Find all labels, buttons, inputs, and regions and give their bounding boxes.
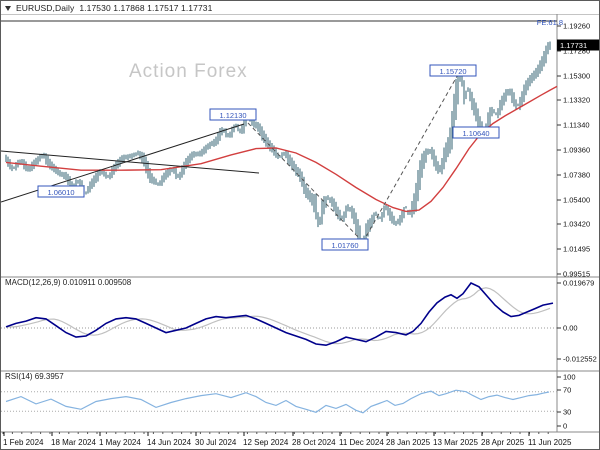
current-price-label: 1.17731 [560,41,587,50]
price-annotation-box [209,108,257,121]
current-price-tag [557,39,599,51]
date-tick-label: 30 Jul 2024 [195,438,237,447]
dashed-trendline [247,122,364,243]
price-tick-label: 1.09360 [563,146,590,155]
watermark: Action Forex [129,61,248,82]
price-annotation-label: 1.10640 [462,129,489,138]
price-tick-label: 1.19260 [563,22,590,31]
date-tick-label: 11 Dec 2024 [339,438,384,447]
dashed-trendline [362,70,461,243]
chart-title-bar: EURUSD,Daily 1.17530 1.17868 1.17517 1.1… [1,1,599,14]
macd-tick-label: 0.019679 [563,279,594,288]
date-tick-label: 18 Mar 2024 [51,438,96,447]
price-annotation-label: 1.12130 [219,111,246,120]
rsi-tick-label: 70 [563,386,571,395]
price-annotation-label: 1.01760 [331,241,358,250]
price-annotation-box [429,64,477,77]
symbol-dropdown-icon[interactable] [5,5,11,11]
price-annotation-box [452,126,500,139]
macd-tick-label: 0.00 [563,324,578,333]
price-tick-label: 1.01495 [563,245,590,254]
date-tick-label: 1 May 2024 [99,438,141,447]
ohlc-quote-label: 1.17530 1.17868 1.17517 1.17731 [79,2,213,13]
price-tick-label: 1.03420 [563,220,590,229]
moving-average-line [5,85,558,213]
date-tick-label: 14 Jun 2024 [147,438,192,447]
price-tick-label: 0.99515 [563,270,590,279]
price-annotation-box [321,238,369,251]
rsi-tick-label: 30 [563,408,571,417]
fib-level-label: FE:61.8 [537,18,563,27]
price-annotation-label: 1.15720 [439,67,466,76]
date-tick-label: 28 Apr 2025 [481,438,525,447]
price-tick-label: 1.05400 [563,196,590,205]
price-annotation-box [37,185,85,198]
date-tick-label: 1 Feb 2024 [3,438,44,447]
date-tick-label: 12 Sep 2024 [243,438,289,447]
price-annotation-label: 1.06010 [47,188,74,197]
macd-indicator-label: MACD(12,26,9) 0.010911 0.009508 [5,278,132,287]
price-tick-label: 1.17280 [563,47,590,56]
date-tick-label: 11 Jun 2025 [528,438,572,447]
macd-main-line [5,281,554,347]
date-tick-label: 28 Jan 2025 [386,438,431,447]
macd-tick-label: -0.012552 [563,355,597,364]
date-tick-label: 28 Oct 2024 [292,438,336,447]
price-tick-label: 1.15300 [563,72,590,81]
price-tick-label: 1.11340 [563,121,590,130]
symbol-timeframe-label: EURUSD,Daily [16,2,75,13]
price-tick-label: 1.13320 [563,96,590,105]
solid-trendline [1,150,260,174]
date-tick-label: 13 Mar 2025 [433,438,478,447]
rsi-indicator-label: RSI(14) 69.3957 [5,372,64,381]
rsi-tick-label: 100 [563,373,576,382]
macd-signal-line [6,287,551,345]
price-tick-label: 1.07380 [563,171,590,180]
rsi-line [5,389,550,414]
rsi-tick-label: 0 [563,422,567,431]
price-bars [5,41,551,248]
